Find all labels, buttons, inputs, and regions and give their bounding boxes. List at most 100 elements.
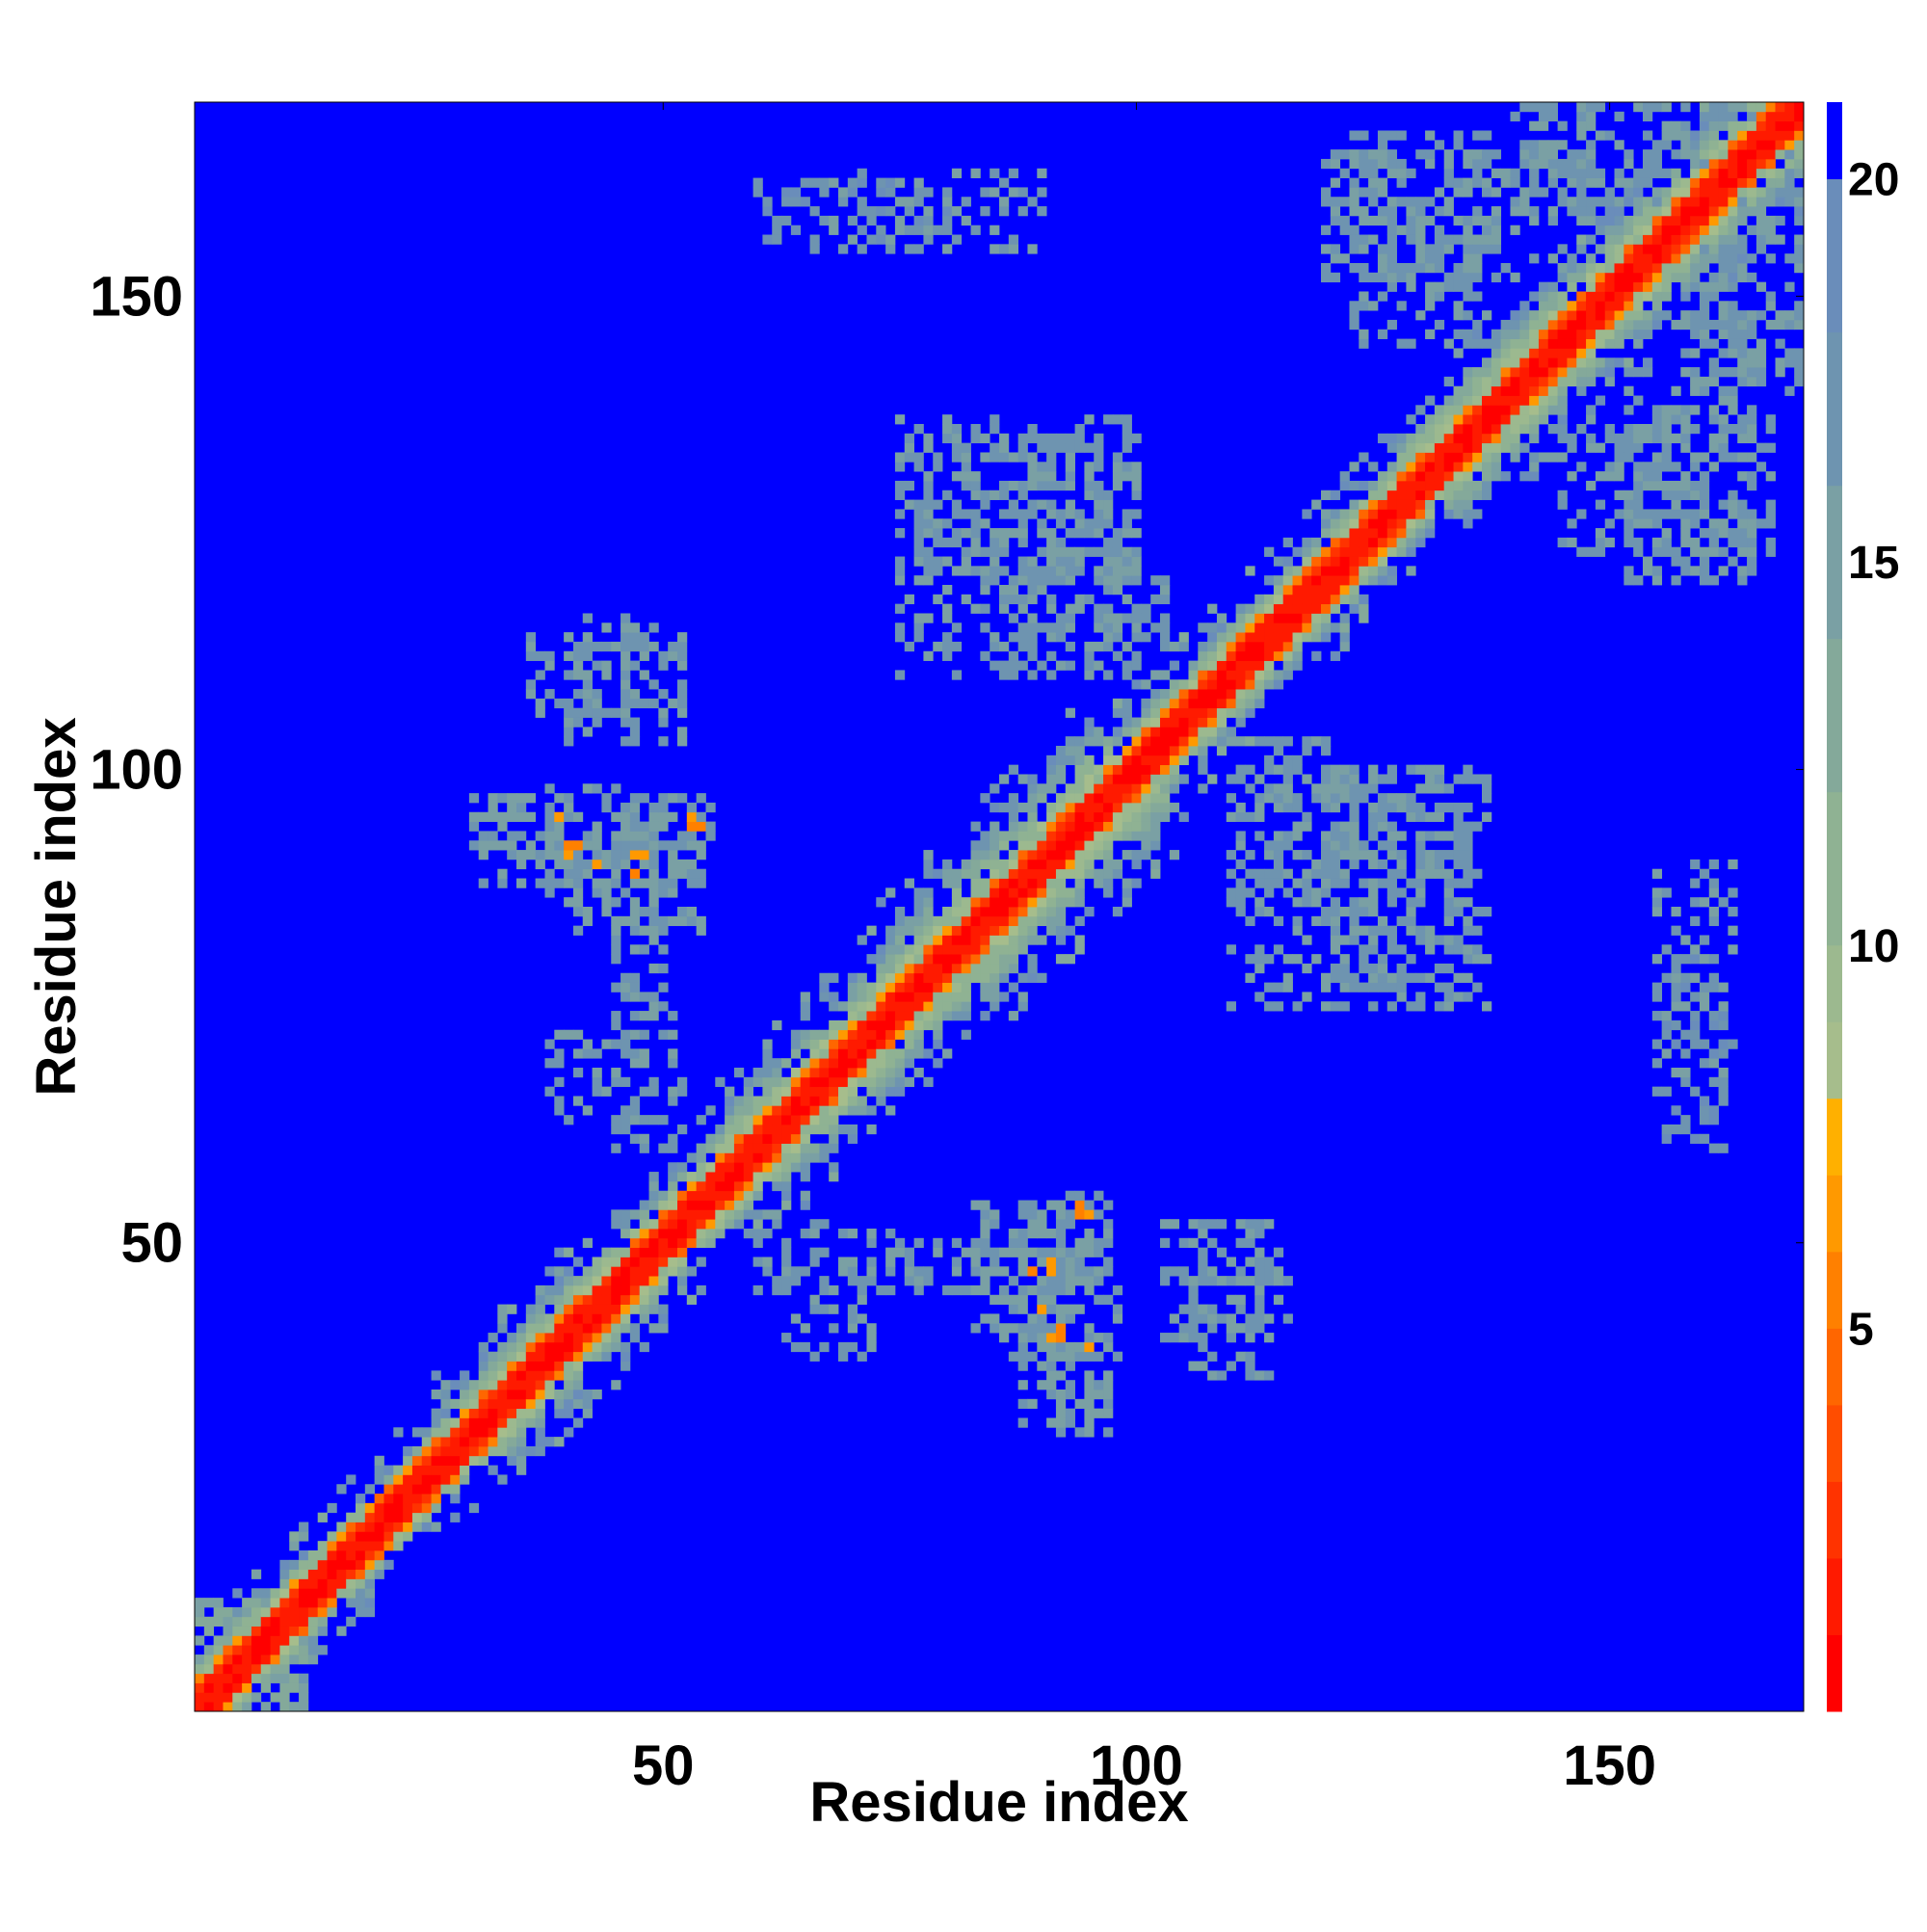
heatmap-cell — [611, 954, 621, 965]
heatmap-cell — [942, 556, 953, 567]
heatmap-cell — [1302, 850, 1312, 860]
heatmap-cell — [450, 1465, 461, 1475]
heatmap-cell — [1434, 811, 1445, 822]
heatmap-cell — [1027, 650, 1038, 661]
heatmap-cell — [1084, 1284, 1095, 1296]
heatmap-cell — [970, 925, 981, 936]
heatmap-cell — [809, 1029, 820, 1040]
heatmap-cell — [970, 480, 981, 491]
heatmap-cell — [923, 566, 934, 576]
heatmap-cell — [1216, 746, 1227, 756]
heatmap-cell — [1651, 301, 1663, 311]
heatmap-cell — [999, 442, 1010, 453]
heatmap-cell — [1708, 575, 1719, 586]
heatmap-cell — [1359, 556, 1369, 567]
heatmap-cell — [572, 1294, 584, 1305]
heatmap-cell — [223, 1702, 233, 1712]
heatmap-cell — [1765, 187, 1776, 198]
heatmap-cell — [1491, 206, 1502, 217]
heatmap-cell — [990, 546, 1000, 557]
heatmap-cell — [1055, 746, 1067, 756]
heatmap-cell — [1094, 793, 1104, 804]
heatmap-cell — [1359, 528, 1369, 539]
heatmap-cell — [242, 1702, 252, 1712]
heatmap-cell — [1595, 546, 1606, 557]
heatmap-cell — [1321, 736, 1332, 747]
heatmap-cell — [1008, 244, 1019, 254]
heatmap-cell — [1775, 149, 1785, 160]
heatmap-cell — [1282, 585, 1293, 595]
heatmap-cell — [639, 793, 649, 804]
heatmap-cell — [468, 811, 480, 822]
heatmap-cell — [1112, 736, 1123, 747]
heatmap-cell — [601, 1276, 612, 1286]
heatmap-cell — [1482, 774, 1492, 784]
heatmap-cell — [1339, 253, 1350, 264]
heatmap-cell — [1472, 149, 1483, 160]
heatmap-cell — [1046, 783, 1057, 794]
heatmap-cell — [923, 528, 934, 539]
heatmap-cell — [648, 1323, 659, 1334]
heatmap-cell — [1094, 868, 1104, 879]
heatmap-cell — [725, 1219, 735, 1230]
heatmap-cell — [1065, 566, 1075, 576]
heatmap-cell — [279, 1702, 290, 1712]
heatmap-cell — [1699, 935, 1710, 945]
heatmap-cell — [1037, 585, 1047, 595]
heatmap-cell — [1680, 367, 1691, 378]
heatmap-cell — [307, 1588, 319, 1599]
heatmap-cell — [356, 1502, 366, 1514]
heatmap-cell — [1623, 575, 1634, 586]
heatmap-cell — [1074, 1351, 1085, 1362]
heatmap-cell — [1368, 982, 1379, 992]
heatmap-cell — [1463, 925, 1473, 936]
heatmap-cell — [1349, 158, 1359, 170]
heatmap-cell — [781, 1190, 792, 1201]
heatmap-cell — [1377, 859, 1388, 870]
heatmap-cell — [460, 1408, 470, 1418]
heatmap-cell — [223, 1663, 233, 1675]
heatmap-cell — [1557, 433, 1568, 444]
heatmap-cell — [1755, 187, 1767, 198]
heatmap-cell — [639, 1313, 649, 1324]
heatmap-cell — [990, 954, 1000, 965]
heatmap-cell — [629, 972, 641, 983]
heatmap-cell — [913, 1068, 924, 1078]
heatmap-cell — [904, 442, 914, 453]
heatmap-cell — [1046, 650, 1057, 661]
heatmap-cell — [1254, 670, 1265, 680]
heatmap-cell — [478, 1427, 488, 1438]
heatmap-cell — [1359, 537, 1369, 548]
heatmap-cell — [611, 1284, 621, 1296]
heatmap-cell — [942, 225, 953, 235]
heatmap-cell — [1141, 632, 1151, 643]
heatmap-cell — [876, 1011, 886, 1021]
heatmap-cell — [629, 868, 641, 879]
heatmap-cell — [1273, 802, 1284, 813]
heatmap-cell — [923, 509, 934, 519]
heatmap-cell — [1055, 1323, 1067, 1334]
heatmap-cell — [1311, 556, 1322, 567]
heatmap-cell — [270, 1663, 280, 1675]
heatmap-cell — [1226, 868, 1236, 879]
heatmap-cell — [1595, 244, 1606, 254]
heatmap-cell — [913, 546, 924, 557]
colorbar-segment — [1827, 1251, 1842, 1329]
heatmap-cell — [1282, 537, 1293, 548]
heatmap-cell — [544, 660, 555, 671]
heatmap-cell — [1699, 158, 1710, 170]
heatmap-cell — [752, 1219, 763, 1230]
heatmap-cell — [1623, 158, 1634, 170]
heatmap-cell — [488, 802, 498, 813]
heatmap-cell — [904, 1048, 914, 1059]
heatmap-cell — [1661, 215, 1672, 226]
heatmap-cell — [999, 878, 1010, 888]
heatmap-cell — [1226, 707, 1236, 718]
heatmap-cell — [620, 707, 631, 718]
heatmap-cell — [686, 831, 698, 841]
heatmap-cell — [1084, 754, 1095, 766]
heatmap-cell — [535, 850, 545, 860]
heatmap-cell — [1765, 509, 1776, 519]
heatmap-cell — [1396, 537, 1407, 548]
heatmap-cell — [1359, 452, 1369, 463]
